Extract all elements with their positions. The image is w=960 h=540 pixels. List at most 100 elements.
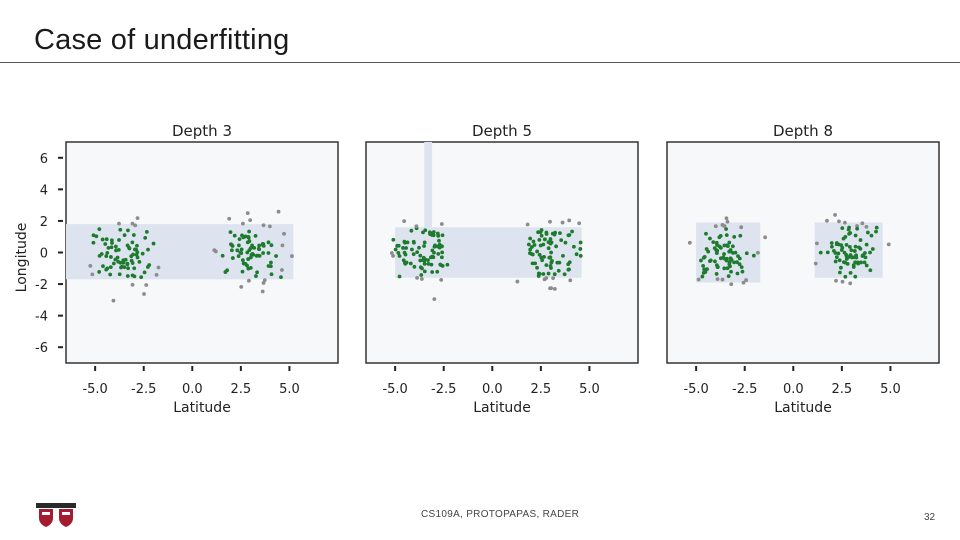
data-point (435, 269, 440, 274)
data-point (718, 233, 723, 238)
data-point (439, 277, 444, 282)
data-point (714, 272, 719, 276)
data-point (537, 252, 542, 257)
data-point (428, 231, 433, 235)
data-point (861, 253, 866, 258)
data-point (818, 250, 823, 255)
data-point (97, 254, 102, 258)
data-point (711, 240, 716, 245)
data-point (886, 242, 891, 247)
x-tick-label: 2.5 (531, 382, 552, 397)
data-point (419, 273, 424, 277)
data-point (122, 233, 127, 238)
data-point (125, 262, 130, 267)
data-point (841, 260, 846, 265)
data-point (147, 263, 152, 267)
data-point (727, 240, 732, 245)
data-point (142, 292, 146, 296)
data-point (836, 251, 841, 256)
data-point (726, 274, 731, 279)
data-point (847, 245, 852, 249)
data-point (414, 224, 419, 229)
data-point (429, 262, 434, 267)
data-point (261, 281, 266, 285)
data-point (429, 255, 433, 260)
data-point (437, 238, 441, 243)
logo-banner (36, 503, 76, 508)
data-point (229, 248, 234, 253)
data-point (535, 265, 539, 270)
data-point (853, 274, 858, 279)
data-point (574, 252, 579, 257)
data-point (715, 265, 720, 270)
data-point (266, 240, 271, 245)
data-point (546, 240, 551, 245)
data-point (126, 266, 130, 271)
data-point (848, 271, 853, 275)
data-point (117, 272, 122, 277)
data-point (700, 274, 705, 279)
x-axis-label: Latitude (774, 400, 832, 416)
data-point (830, 244, 834, 249)
data-point (853, 244, 858, 249)
data-point (257, 247, 262, 252)
data-point (525, 222, 530, 227)
data-point (846, 227, 851, 232)
data-point (97, 270, 102, 274)
data-point (154, 273, 159, 277)
data-point (117, 238, 121, 242)
chart-panel-3: Depth 8 -5.0 -2.5 0.0 2.5 5.0 Latitude (666, 122, 940, 416)
data-point (720, 223, 725, 227)
data-point (439, 222, 444, 226)
data-point (725, 219, 730, 224)
data-point (391, 254, 395, 258)
data-point (109, 255, 113, 259)
x-tick-label: -2.5 (732, 382, 757, 397)
data-point (412, 264, 417, 269)
data-point (852, 249, 857, 253)
data-point (246, 278, 251, 283)
data-point (541, 242, 546, 247)
data-point (118, 227, 123, 232)
charts-canvas: Depth 3 -5.0 -2.5 0.0 2.5 5.0 Latitude 6 4 2 0 -2 -4… (14, 122, 940, 416)
data-point (240, 269, 245, 274)
data-point (813, 261, 818, 266)
data-point (708, 236, 712, 241)
data-point (421, 258, 426, 262)
data-point (108, 272, 113, 277)
data-point (401, 246, 405, 250)
data-point (544, 276, 549, 280)
data-point (721, 255, 726, 260)
data-point (712, 246, 717, 251)
data-point (91, 240, 96, 245)
data-point (422, 269, 427, 274)
data-point (423, 228, 428, 233)
data-point (729, 282, 734, 287)
data-point (868, 250, 872, 255)
data-point (840, 245, 845, 250)
data-point (403, 252, 408, 257)
data-point (132, 266, 137, 271)
data-point (845, 262, 850, 266)
data-point (280, 243, 285, 248)
data-point (687, 240, 692, 245)
data-point (230, 256, 235, 260)
data-point (237, 243, 241, 248)
x-tick-label: -5.0 (382, 382, 407, 397)
data-point (88, 263, 93, 268)
data-point (732, 234, 737, 239)
data-point (121, 258, 126, 263)
data-point (551, 276, 555, 281)
title-divider (0, 62, 960, 63)
data-point (395, 243, 400, 248)
x-tick-label: 2.5 (231, 382, 252, 397)
data-point (139, 275, 144, 280)
data-point (418, 253, 423, 258)
data-point (735, 260, 739, 265)
data-point (744, 251, 749, 256)
data-point (864, 224, 869, 229)
data-point (130, 282, 135, 287)
data-point (129, 258, 134, 263)
data-point (853, 233, 858, 238)
data-point (402, 219, 407, 224)
